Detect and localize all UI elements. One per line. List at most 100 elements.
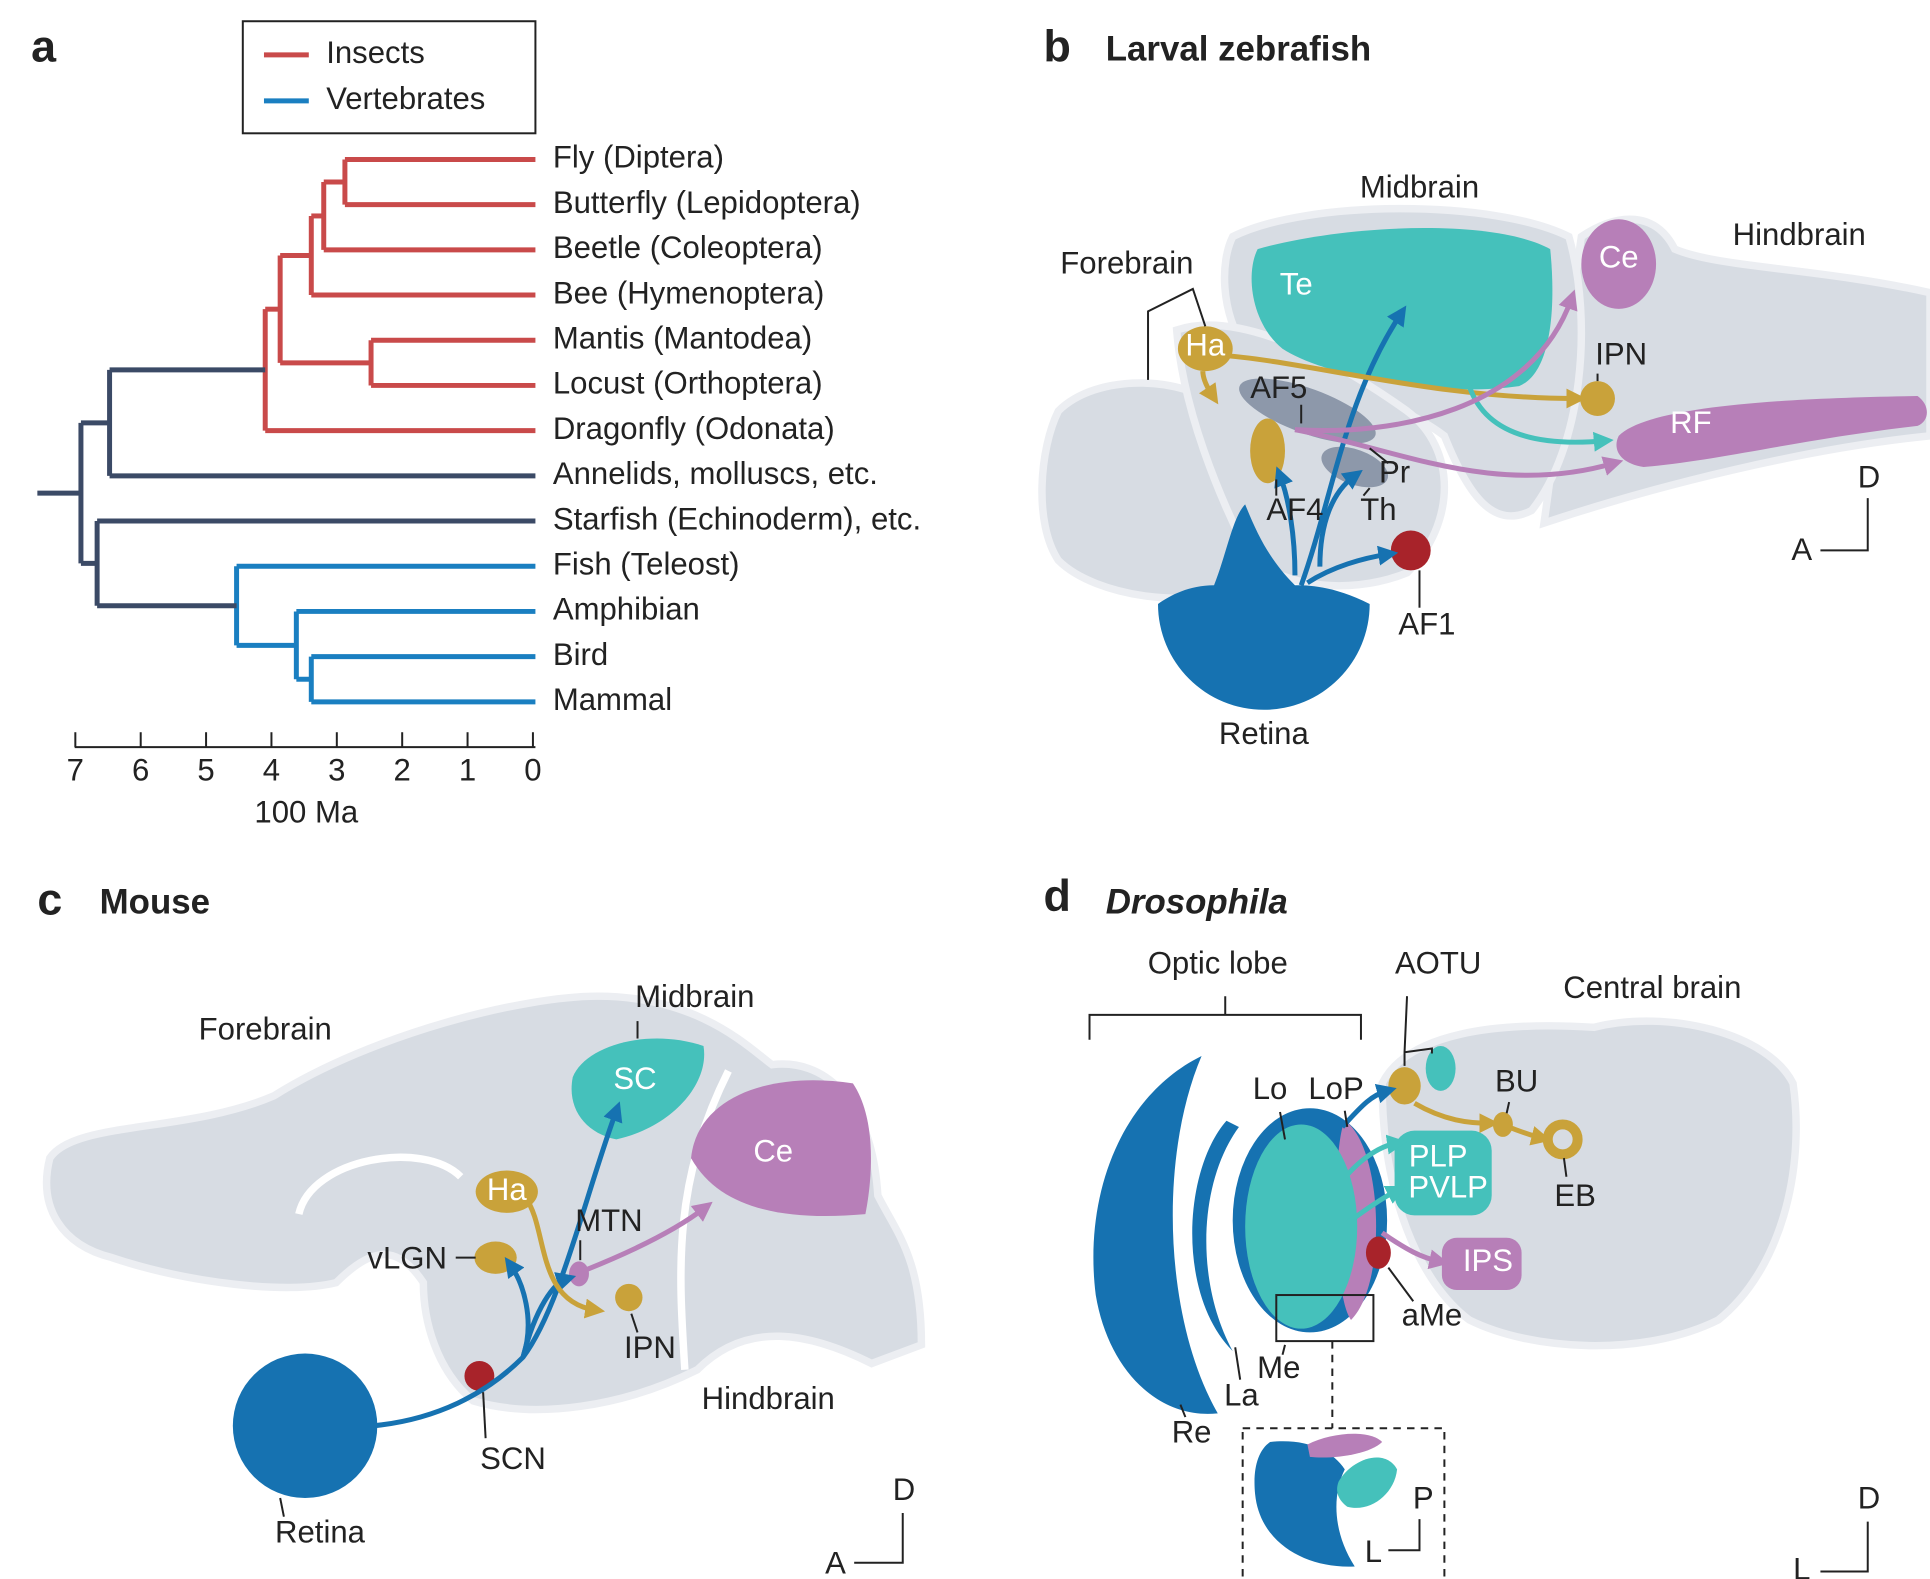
leader-line — [1281, 1344, 1286, 1356]
panel-b: b Larval zebrafish Midbrain Forebrain Hi… — [1038, 22, 1930, 751]
structure-label: AOTU — [1395, 945, 1481, 980]
ips — [1441, 1237, 1522, 1291]
arrow — [1198, 370, 1219, 405]
scn — [464, 1361, 495, 1391]
bracket — [1088, 996, 1362, 1040]
taxon-label: Locust (Orthoptera) — [553, 366, 823, 401]
ame — [1365, 1236, 1391, 1269]
panel-a: a 100 Ma Insects Vertebrates Fly (Diptera)… — [31, 20, 921, 830]
ce — [1581, 219, 1657, 309]
ha — [475, 1170, 538, 1213]
inset-me — [1254, 1441, 1355, 1567]
la — [1192, 1120, 1239, 1352]
leader-line — [1403, 996, 1433, 1066]
zoom-box — [1275, 1294, 1375, 1343]
mtn — [569, 1261, 589, 1287]
taxon-label: Mammal — [553, 682, 672, 717]
leader-line — [854, 1512, 904, 1564]
structure-label: Retina — [275, 1514, 366, 1549]
region-label: Hindbrain — [702, 1381, 835, 1416]
structure-label: La — [1224, 1377, 1259, 1412]
arrow — [1274, 466, 1298, 576]
panel-letter: c — [37, 875, 62, 925]
structure-label: Th — [1360, 492, 1396, 527]
ha — [1177, 326, 1233, 372]
structure-label: IPN — [624, 1330, 676, 1365]
panel-title: Larval zebrafish — [1106, 29, 1371, 68]
arrow — [1298, 305, 1407, 587]
arrow — [1380, 1230, 1450, 1270]
axis-label: A — [1791, 532, 1812, 567]
leader-line — [1147, 287, 1207, 380]
region-label: Optic lobe — [1148, 945, 1288, 980]
taxon-label: Fly (Diptera) — [553, 140, 724, 175]
panel-letter: a — [31, 22, 57, 72]
structure-label: Lo — [1253, 1071, 1288, 1106]
axis-tick-label: 5 — [197, 752, 214, 787]
region-label: Forebrain — [1060, 246, 1193, 281]
retina — [232, 1353, 378, 1498]
ipn — [615, 1283, 643, 1312]
structure-label: MTN — [575, 1203, 642, 1238]
structure-label: Ha — [487, 1172, 527, 1207]
taxon-label: Beetle (Coleoptera) — [553, 230, 823, 265]
structure-label: Ha — [1185, 328, 1225, 363]
structure-label: PLP — [1409, 1138, 1468, 1173]
leader-line — [1369, 447, 1389, 465]
leader-line — [1820, 498, 1869, 552]
inset-lo — [1337, 1457, 1398, 1508]
structure-label: SCN — [480, 1441, 546, 1476]
leader-line — [1388, 1519, 1421, 1552]
plp — [1394, 1130, 1492, 1216]
leader-line — [1820, 1521, 1869, 1573]
inset-axis-label: P — [1413, 1481, 1434, 1516]
leader-line — [1562, 1157, 1568, 1177]
leader-line — [1505, 1101, 1511, 1114]
panel-title: Mouse — [100, 882, 210, 921]
retina — [1158, 504, 1370, 710]
structure-label: Re — [1172, 1415, 1212, 1450]
structure-label: IPS — [1463, 1243, 1513, 1278]
axis-tick-label: 7 — [67, 752, 84, 787]
taxon-label: Fish (Teleost) — [553, 546, 740, 581]
arrow — [1336, 1134, 1407, 1187]
aotu — [1388, 1067, 1421, 1105]
arrow — [523, 1196, 606, 1319]
arrow — [1413, 1101, 1500, 1134]
axis-tick-label: 6 — [132, 752, 149, 787]
taxon-label: Starfish (Echinoderm), etc. — [553, 501, 921, 536]
structure-label: RF — [1670, 405, 1711, 440]
arrow — [1294, 427, 1624, 478]
axis-tick-label: 0 — [524, 752, 541, 787]
region-label: Midbrain — [1360, 170, 1479, 205]
ventricle — [295, 1153, 464, 1216]
region-label: Forebrain — [199, 1011, 332, 1046]
leader-line — [630, 1313, 639, 1333]
axis-tick-label: 1 — [459, 752, 476, 787]
axis-label: D — [1858, 460, 1880, 495]
aotu-teal — [1425, 1046, 1456, 1091]
taxon-label: Bird — [553, 637, 608, 672]
axis-label: A — [825, 1545, 846, 1579]
structure-label: Retina — [1219, 716, 1310, 751]
axis-label: L — [1793, 1552, 1810, 1579]
structure-label: aMe — [1402, 1298, 1463, 1333]
af5 — [1239, 378, 1376, 444]
structure-label: AF5 — [1250, 370, 1307, 405]
axis-label: D — [893, 1472, 915, 1507]
panel-letter: d — [1043, 871, 1070, 921]
structure-label: Ce — [1599, 239, 1639, 274]
leader-line — [279, 1497, 285, 1517]
legend-label: Vertebrates — [326, 81, 485, 116]
structure-label: Te — [1280, 267, 1313, 302]
inset-lop — [1307, 1433, 1383, 1458]
axis-label: 100 Ma — [254, 795, 358, 830]
arrow — [1294, 289, 1578, 434]
taxon-label: Annelids, molluscs, etc. — [553, 456, 878, 491]
structure-label: SC — [613, 1061, 656, 1096]
region-label: Midbrain — [635, 979, 754, 1014]
inset-axis-label: L — [1365, 1534, 1382, 1569]
structure-label: LoP — [1308, 1071, 1363, 1106]
leader-line — [1343, 1110, 1349, 1128]
